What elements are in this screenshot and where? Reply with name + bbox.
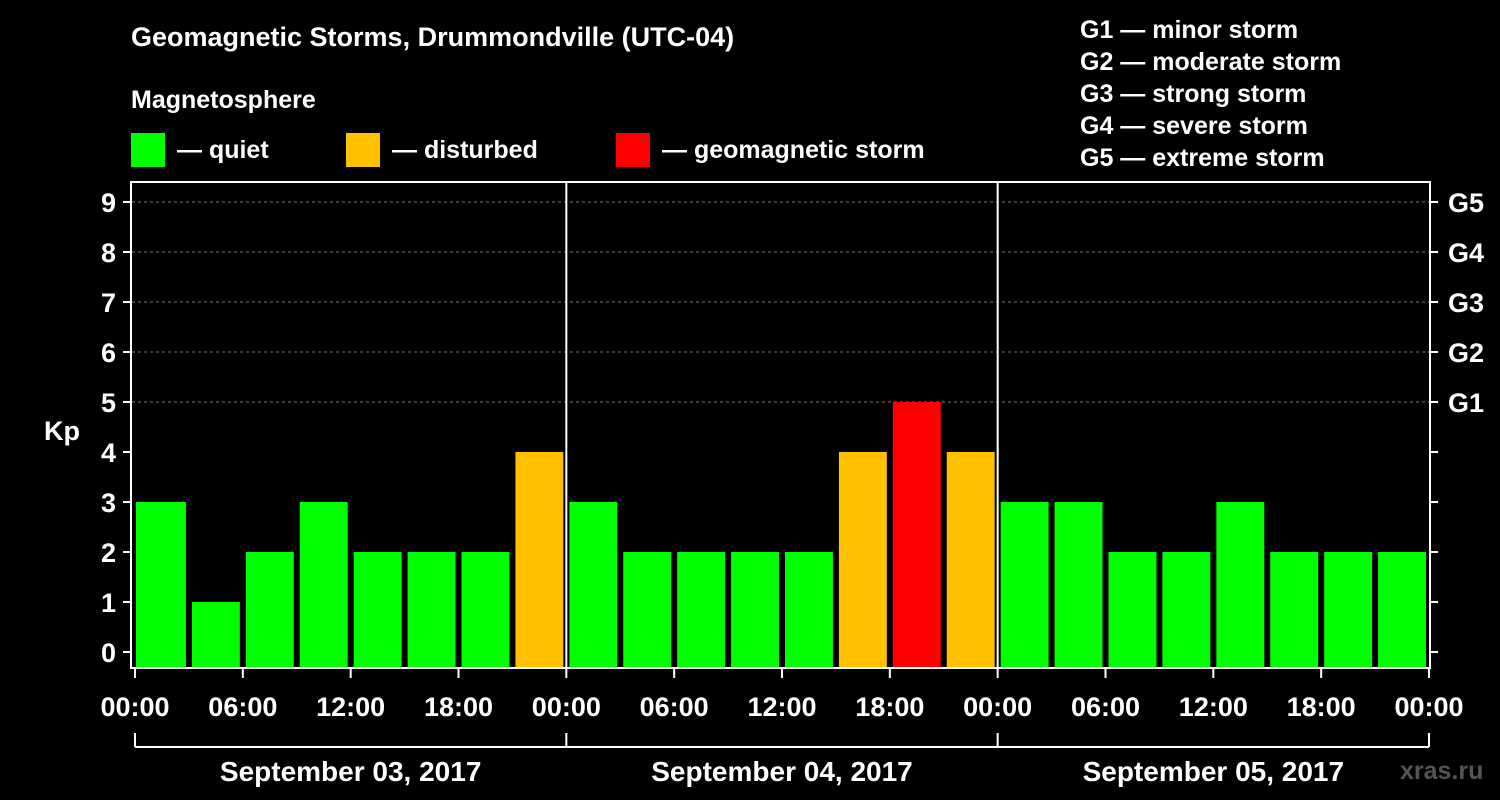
kp-bar (946, 452, 995, 667)
g-tick-label: G3 (1448, 288, 1484, 318)
x-tick-label: 18:00 (1287, 692, 1356, 722)
legend-label-quiet: — quiet (177, 135, 269, 164)
y-tick-label: 8 (101, 238, 116, 268)
day-label: September 03, 2017 (220, 756, 482, 787)
g-legend-g2: G2 — moderate storm (1080, 48, 1342, 76)
kp-bar (299, 502, 348, 667)
legend-swatch-quiet (131, 133, 165, 167)
kp-bar (623, 552, 672, 667)
kp-bar (1270, 552, 1319, 667)
legend-item-storm: — geomagnetic storm (616, 133, 925, 167)
kp-bar (515, 452, 564, 667)
legend-swatch-storm (616, 133, 650, 167)
y-tick-label: 2 (101, 538, 116, 568)
g-legend-g4: G4 — severe storm (1080, 112, 1308, 140)
day-label: September 04, 2017 (651, 756, 913, 787)
g-legend-g3: G3 — strong storm (1080, 80, 1307, 108)
x-tick-label: 06:00 (208, 692, 277, 722)
x-tick-label: 06:00 (640, 692, 709, 722)
kp-bar (136, 502, 186, 667)
g-tick-label: G5 (1448, 188, 1484, 218)
y-tick-label: 5 (101, 388, 116, 418)
legend-item-quiet: — quiet (131, 133, 269, 167)
chart-title: Geomagnetic Storms, Drummondville (UTC-0… (131, 22, 735, 52)
y-axis-label: Kp (44, 416, 80, 446)
kp-bar (191, 602, 240, 667)
kp-bar (1162, 552, 1211, 667)
y-tick-label: 0 (101, 638, 116, 668)
kp-bar (245, 552, 294, 667)
x-tick-label: 12:00 (747, 692, 816, 722)
legend-swatch-disturbed (346, 133, 380, 167)
x-tick-label: 06:00 (1071, 692, 1140, 722)
x-tick-label: 00:00 (100, 692, 169, 722)
kp-bar (353, 552, 402, 667)
x-tick-label: 12:00 (316, 692, 385, 722)
kp-bar (785, 552, 833, 667)
y-tick-label: 7 (101, 288, 116, 318)
kp-bar (1378, 552, 1426, 667)
g-legend-g1: G1 — minor storm (1080, 16, 1299, 44)
kp-bar (1216, 502, 1265, 667)
kp-bar (1324, 552, 1373, 667)
y-tick-label: 3 (101, 488, 116, 518)
kp-bar (1000, 502, 1049, 667)
kp-bar (892, 402, 941, 667)
y-tick-label: 6 (101, 338, 116, 368)
x-tick-label: 00:00 (532, 692, 601, 722)
legend-label-storm: — geomagnetic storm (662, 135, 925, 164)
kp-bar (461, 552, 510, 667)
kp-bar (677, 552, 726, 667)
g-tick-label: G4 (1448, 238, 1484, 268)
day-label: September 05, 2017 (1083, 756, 1345, 787)
legend-label-disturbed: — disturbed (392, 135, 538, 164)
kp-bar (1054, 502, 1103, 667)
kp-bar (838, 452, 887, 667)
g-tick-label: G1 (1448, 388, 1484, 418)
legend-item-disturbed: — disturbed (346, 133, 538, 167)
g-legend-g5: G5 — extreme storm (1080, 144, 1325, 172)
g-tick-label: G2 (1448, 338, 1484, 368)
magnetosphere-title: Magnetosphere (131, 86, 316, 114)
y-tick-label: 9 (101, 188, 116, 218)
x-tick-label: 00:00 (963, 692, 1032, 722)
kp-bar (1108, 552, 1157, 667)
kp-bar (731, 552, 779, 667)
kp-bar (569, 502, 618, 667)
x-tick-label: 00:00 (1394, 692, 1463, 722)
x-tick-label: 18:00 (424, 692, 493, 722)
x-tick-label: 12:00 (1179, 692, 1248, 722)
x-tick-label: 18:00 (855, 692, 924, 722)
watermark: xras.ru (1400, 757, 1484, 785)
g-scale-legend: G1 — minor storm G2 — moderate storm G3 … (1080, 14, 1341, 174)
plot-frame (130, 181, 1431, 669)
y-tick-label: 1 (101, 588, 116, 618)
y-tick-label: 4 (101, 438, 116, 468)
kp-bar (407, 552, 456, 667)
